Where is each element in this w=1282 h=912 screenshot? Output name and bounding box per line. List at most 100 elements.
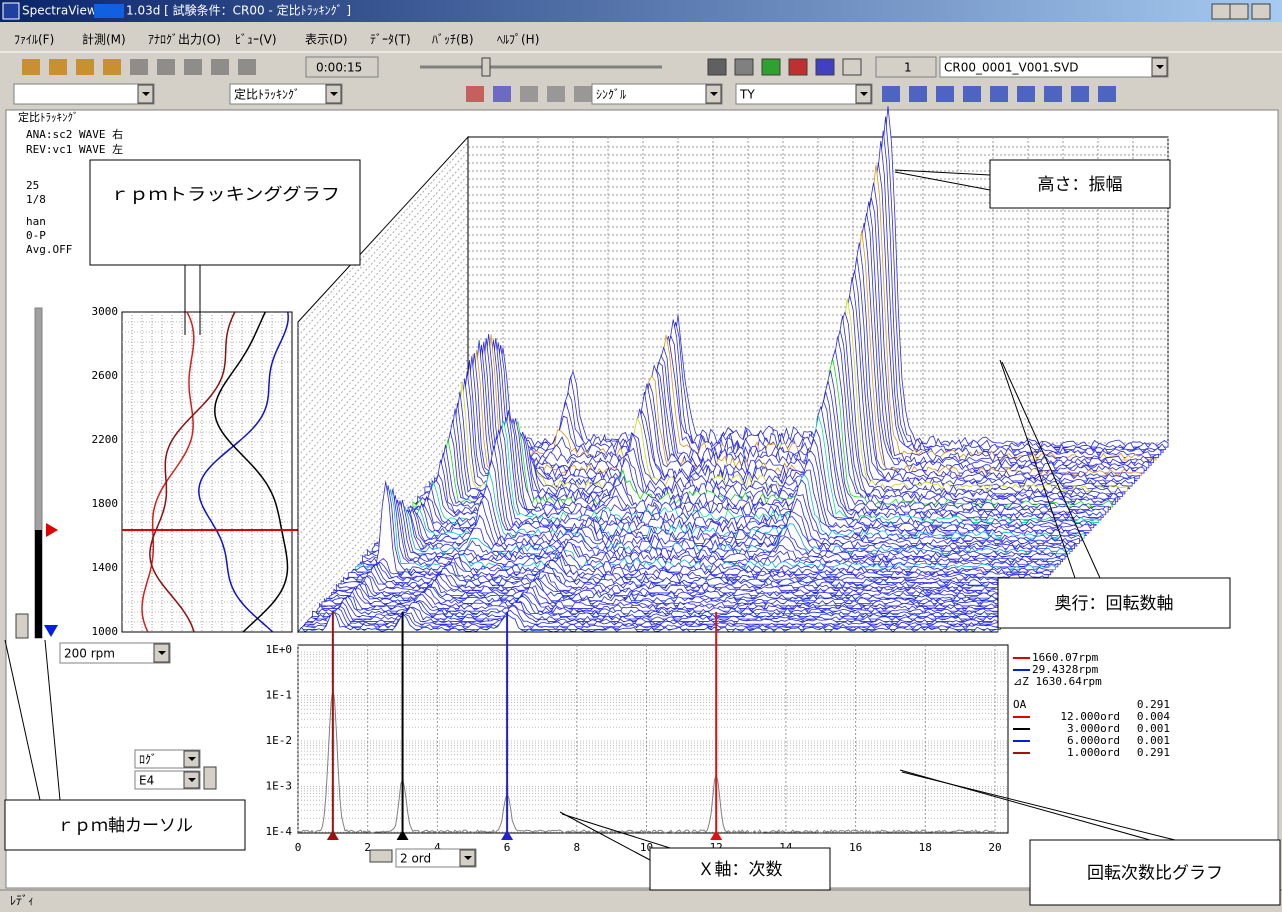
x-tick-label: 16: [849, 841, 862, 854]
waterfall-slice: [347, 554, 1049, 579]
wall-grid: [297, 294, 469, 481]
title-bar: [0, 0, 1282, 22]
tool-button[interactable]: [734, 58, 754, 76]
waterfall-slice: [390, 436, 1092, 532]
callout-box: [997, 577, 1231, 629]
menu-item[interactable]: ﾊﾞｯﾁ(B): [432, 33, 474, 47]
spin-button[interactable]: [15, 613, 29, 639]
tool-button[interactable]: [211, 59, 229, 75]
callout-text: ｒｐｍトラッキンググラフ: [110, 185, 340, 205]
cursor-marker-bottom[interactable]: [44, 625, 58, 637]
tool-button[interactable]: [574, 86, 592, 102]
tool-button[interactable]: [76, 59, 94, 75]
order-cursor-marker[interactable]: [326, 830, 339, 840]
wall-grid: [297, 382, 469, 569]
y-tick-label: 3000: [92, 305, 119, 318]
tool-button[interactable]: [184, 59, 202, 75]
tool-button[interactable]: [466, 86, 484, 102]
callout-pointer: [561, 813, 671, 849]
legend-value: 0.004: [1137, 710, 1170, 723]
scale-combo-text: ﾛｸﾞ: [139, 753, 157, 767]
tool-button[interactable]: [1071, 86, 1089, 102]
tool-button[interactable]: [882, 86, 900, 102]
legend-label: 3.000ord: [1067, 722, 1120, 735]
mode-combo-text: 定比ﾄﾗｯｷﾝｸﾞ: [234, 87, 300, 102]
y-tick-label: 1E-2: [266, 734, 293, 747]
menu-item[interactable]: ﾍﾙﾌﾟ(H): [497, 33, 539, 47]
seek-thumb[interactable]: [481, 57, 491, 77]
order-cursor-marker[interactable]: [396, 830, 409, 840]
info-line: 定比ﾄﾗｯｷﾝｸﾞ: [18, 110, 79, 124]
wall-grid: [297, 206, 469, 393]
y-tick-label: 1E-3: [266, 780, 293, 793]
tool-button[interactable]: [493, 86, 511, 102]
tool-button[interactable]: [788, 58, 808, 76]
tool-button[interactable]: [1044, 86, 1062, 102]
order-cursor-marker[interactable]: [501, 830, 514, 840]
waterfall-slice: [393, 429, 1095, 529]
y-tick-label: 1E+0: [266, 643, 293, 656]
menu-item[interactable]: 計測(M): [82, 32, 126, 47]
menu-item[interactable]: ﾃﾞｰﾀ(T): [370, 33, 411, 47]
tool-button[interactable]: [157, 59, 175, 75]
dropdown-arrow: [860, 92, 868, 96]
mode-combo[interactable]: [229, 83, 343, 105]
tool-button[interactable]: [1098, 86, 1116, 102]
callout-box: [4, 799, 246, 851]
status-text: ﾚﾃﾞｨ: [10, 894, 34, 908]
wall-grid: [297, 254, 469, 441]
file-combo[interactable]: [939, 56, 1169, 78]
y-tick-label: 2200: [92, 433, 119, 446]
tool-button[interactable]: [815, 58, 835, 76]
waterfall-slice: [374, 508, 1076, 550]
tool-button[interactable]: [103, 59, 121, 75]
menu-item[interactable]: 表示(D): [305, 33, 348, 47]
rpm-step-combo[interactable]: [59, 642, 171, 664]
display-combo[interactable]: [735, 83, 873, 105]
average-combo[interactable]: [591, 83, 723, 105]
menu-item[interactable]: ﾋﾞｭｰ(V): [235, 33, 277, 47]
tool-button[interactable]: [238, 59, 256, 75]
tool-button[interactable]: [520, 86, 538, 102]
order-cursor-marker[interactable]: [710, 830, 723, 840]
callout-text: 高さ：振幅: [1038, 175, 1123, 195]
maximize-button[interactable]: [1229, 3, 1249, 20]
wall-grid: [297, 326, 469, 513]
waterfall-slice: [395, 425, 1097, 527]
wall-grid: [297, 270, 469, 457]
scroll-arrows[interactable]: [369, 849, 393, 863]
tool-button[interactable]: [963, 86, 981, 102]
display-combo-text: TY: [739, 88, 755, 102]
tool-button[interactable]: [936, 86, 954, 102]
minimize-button[interactable]: [1211, 3, 1231, 20]
resolution-combo[interactable]: [395, 848, 477, 868]
empty-combo[interactable]: [13, 83, 155, 105]
callout-text: ｒｐｍ軸カーソル: [57, 816, 193, 836]
index-box: [875, 56, 937, 78]
callout-pointer: [1001, 361, 1101, 579]
tool-button[interactable]: [49, 59, 67, 75]
menu-item[interactable]: ﾌｧｲﾙ(F): [14, 33, 54, 47]
close-button[interactable]: [1251, 3, 1271, 20]
tool-button[interactable]: [547, 86, 565, 102]
tool-button[interactable]: [990, 86, 1008, 102]
dropdown-arrow: [188, 757, 196, 761]
tool-button[interactable]: [22, 59, 40, 75]
time-box: [305, 56, 379, 78]
tool-button[interactable]: [707, 58, 727, 76]
wall-grid: [297, 158, 469, 345]
cursor-marker-top[interactable]: [46, 523, 58, 537]
dropdown-arrow: [188, 778, 196, 782]
range-combo-text: E4: [139, 774, 154, 788]
wall-grid: [297, 142, 469, 329]
tool-button[interactable]: [842, 58, 862, 76]
spin-button[interactable]: [203, 766, 217, 790]
info-line: han: [26, 215, 46, 228]
menu-item[interactable]: ｱﾅﾛｸﾞ出力(O): [148, 33, 221, 47]
tool-button[interactable]: [909, 86, 927, 102]
rpm-trace: [149, 311, 236, 633]
waterfall-slice: [338, 564, 1040, 589]
tool-button[interactable]: [761, 58, 781, 76]
tool-button[interactable]: [1017, 86, 1035, 102]
tool-button[interactable]: [130, 59, 148, 75]
